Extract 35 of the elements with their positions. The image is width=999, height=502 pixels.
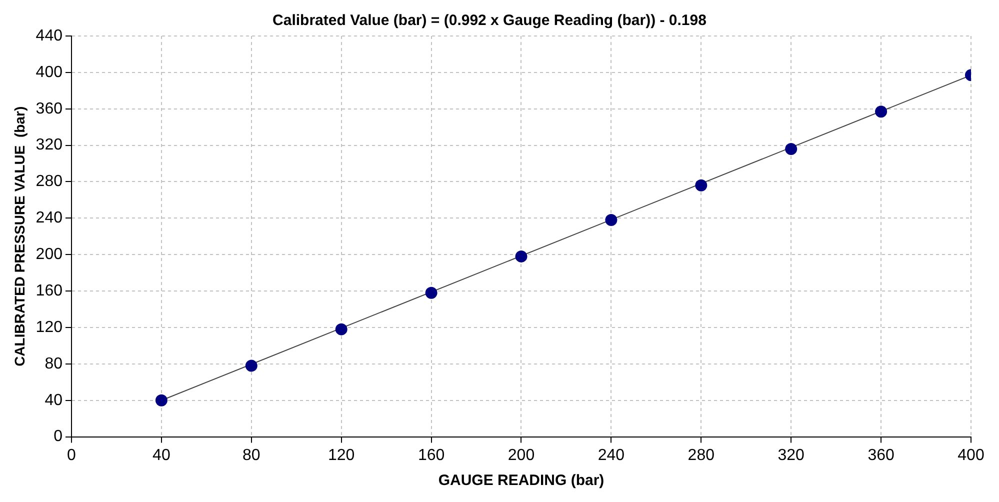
- x-tick-label: 0: [67, 446, 76, 464]
- y-tick-label: 0: [54, 428, 63, 446]
- chart-title: Calibrated Value (bar) = (0.992 x Gauge Reading (bar)) - 0.198: [272, 12, 706, 30]
- y-tick-label: 160: [36, 282, 63, 300]
- y-tick-label: 80: [44, 355, 63, 372]
- y-tick-label: 200: [36, 246, 63, 264]
- y-tick-label: 360: [36, 100, 63, 118]
- y-tick-label: 120: [36, 318, 63, 336]
- x-tick-label: 120: [328, 446, 355, 464]
- point: [155, 394, 168, 406]
- x-tick-label: 160: [418, 446, 445, 464]
- point: [875, 106, 888, 118]
- point: [245, 360, 258, 372]
- y-tick-label: 40: [44, 392, 63, 409]
- x-axis-title: GAUGE READING (bar): [438, 472, 604, 490]
- x-tick-label: 280: [688, 446, 715, 464]
- point: [695, 179, 708, 192]
- y-tick-label: 280: [36, 173, 63, 190]
- y-tick-label: 240: [36, 210, 63, 227]
- x-tick-label: 80: [242, 446, 260, 464]
- x-tick-label: 200: [508, 446, 535, 464]
- y-tick-label: 320: [36, 136, 63, 154]
- point: [335, 323, 348, 336]
- x-tick-label: 360: [868, 446, 894, 464]
- x-tick-label: 240: [598, 446, 625, 464]
- x-tick-label: 320: [778, 446, 805, 464]
- y-axis-title: CALIBRATED PRESSURE VALUE (bar): [11, 106, 28, 366]
- x-tick-label: 40: [152, 446, 170, 464]
- y-tick-label: 400: [36, 64, 63, 81]
- y-tick-label: 440: [36, 27, 63, 44]
- point: [425, 286, 438, 299]
- point: [605, 214, 618, 226]
- point: [515, 250, 528, 262]
- point: [785, 142, 798, 155]
- x-tick-label: 400: [958, 446, 984, 464]
